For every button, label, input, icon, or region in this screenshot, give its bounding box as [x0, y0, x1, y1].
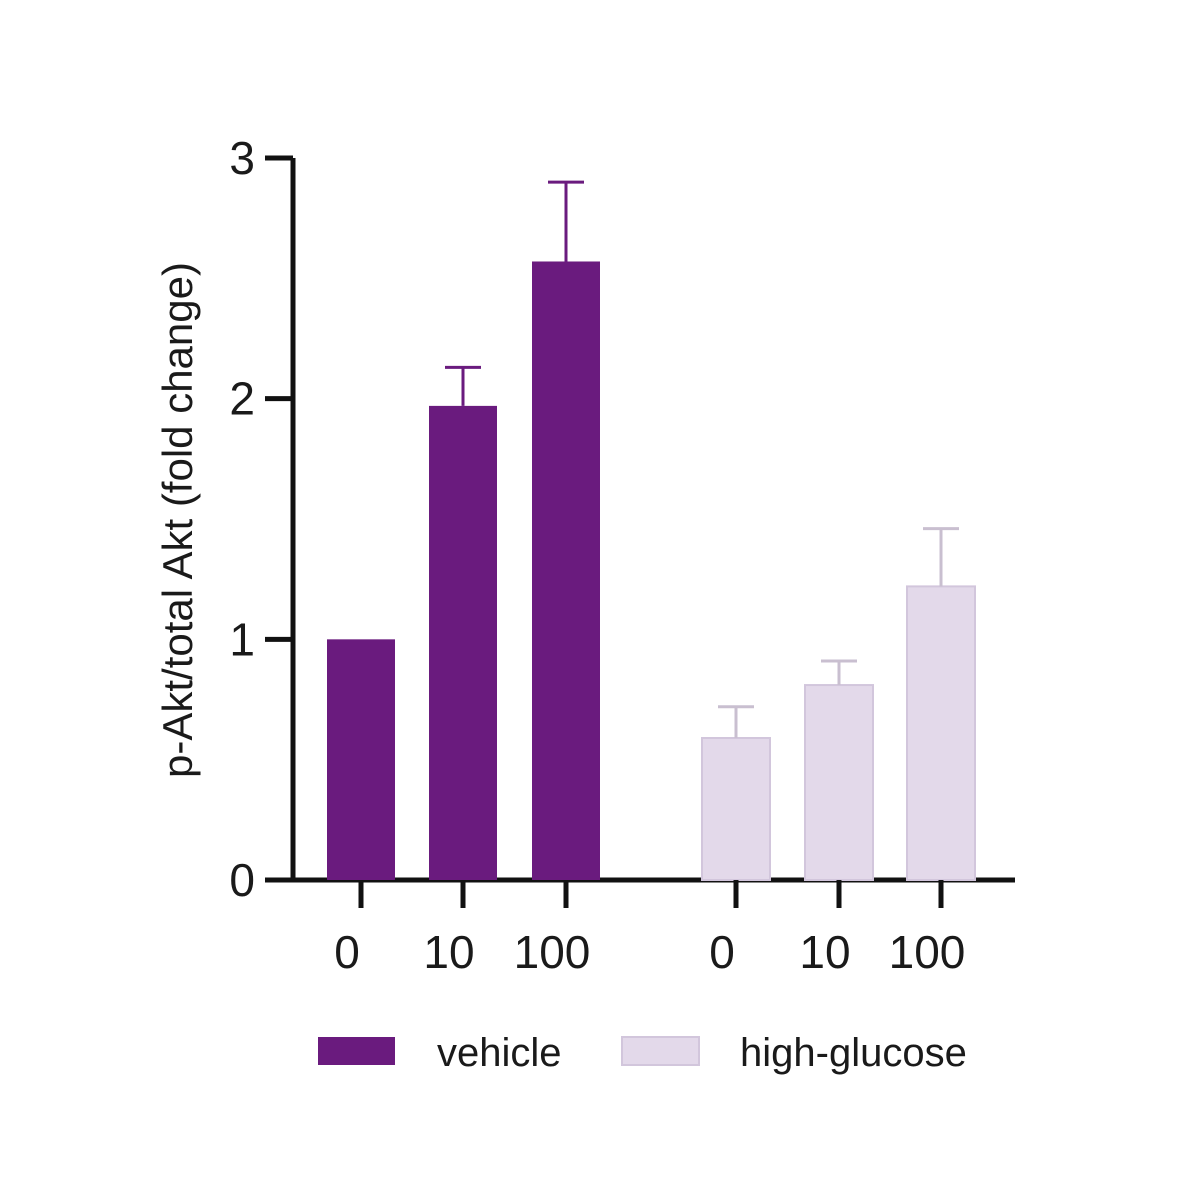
x-ticks: 0 10 100 0 10 100	[334, 880, 965, 978]
bar-vehicle-10	[429, 405, 497, 880]
legend-swatch-vehicle	[318, 1037, 395, 1065]
bar-vehicle-100	[532, 261, 600, 880]
bar-high-glucose-10	[804, 684, 874, 881]
y-ticks: 0 1 2 3	[229, 132, 293, 906]
x-tick-label: 10	[799, 926, 850, 978]
bar-high-glucose-0	[701, 737, 771, 881]
y-tick-label: 0	[229, 854, 255, 906]
y-tick-label: 1	[229, 613, 255, 665]
x-tick-label: 10	[423, 926, 474, 978]
y-tick-label: 2	[229, 373, 255, 425]
bar-vehicle-0	[327, 639, 395, 880]
y-axis-label: p-Akt/total Akt (fold change)	[154, 262, 201, 778]
x-tick-label: 0	[709, 926, 735, 978]
x-tick-label: 100	[514, 926, 591, 978]
bars	[327, 180, 976, 881]
axes	[290, 158, 1015, 883]
x-tick-label: 100	[889, 926, 966, 978]
legend-label-high-glucose: high-glucose	[740, 1031, 967, 1075]
x-tick-label: 0	[334, 926, 360, 978]
y-tick-label: 3	[229, 132, 255, 184]
legend-label-vehicle: vehicle	[437, 1031, 562, 1075]
bar-high-glucose-100	[906, 585, 976, 881]
legend-swatch-high-glucose	[621, 1036, 700, 1066]
legend: vehicle high-glucose	[318, 1031, 967, 1075]
